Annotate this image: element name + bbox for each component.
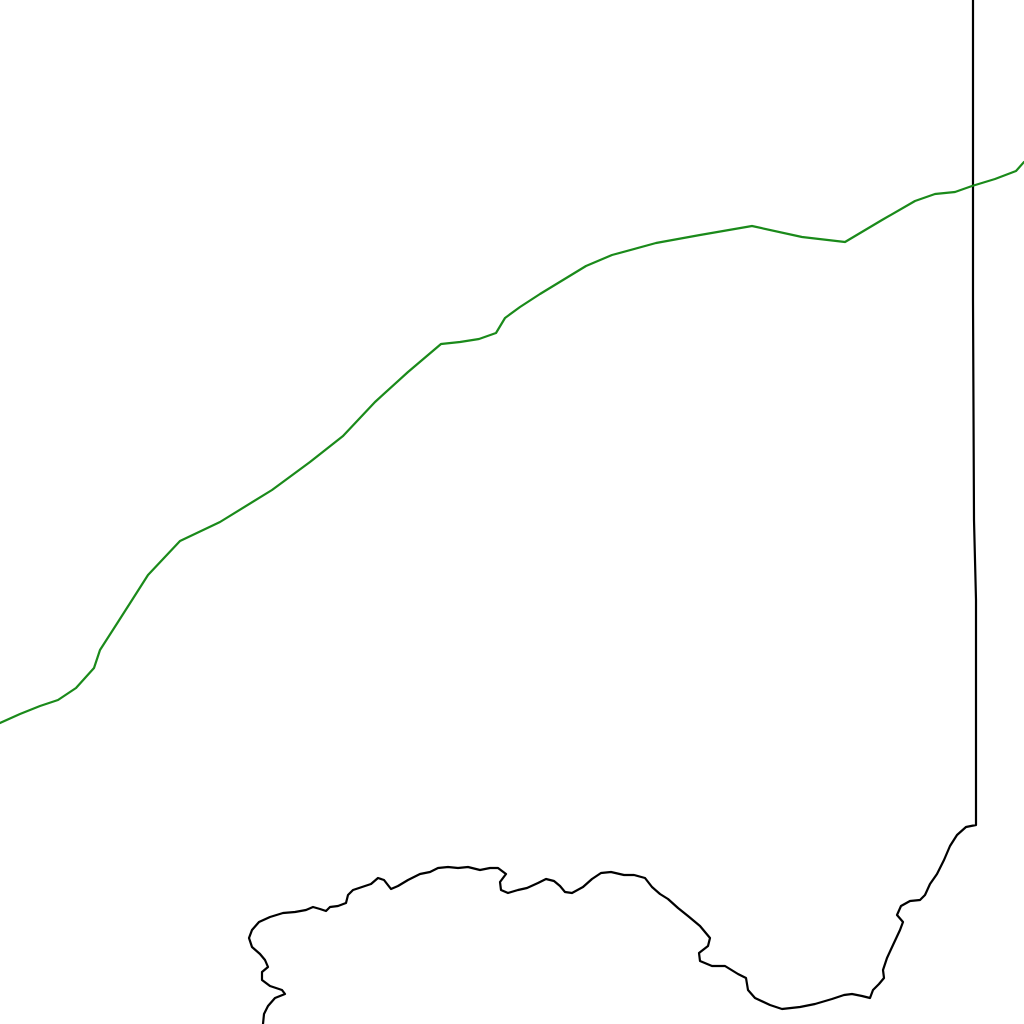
- boundary-outline: [247, 0, 978, 1024]
- route-line: [0, 160, 1024, 725]
